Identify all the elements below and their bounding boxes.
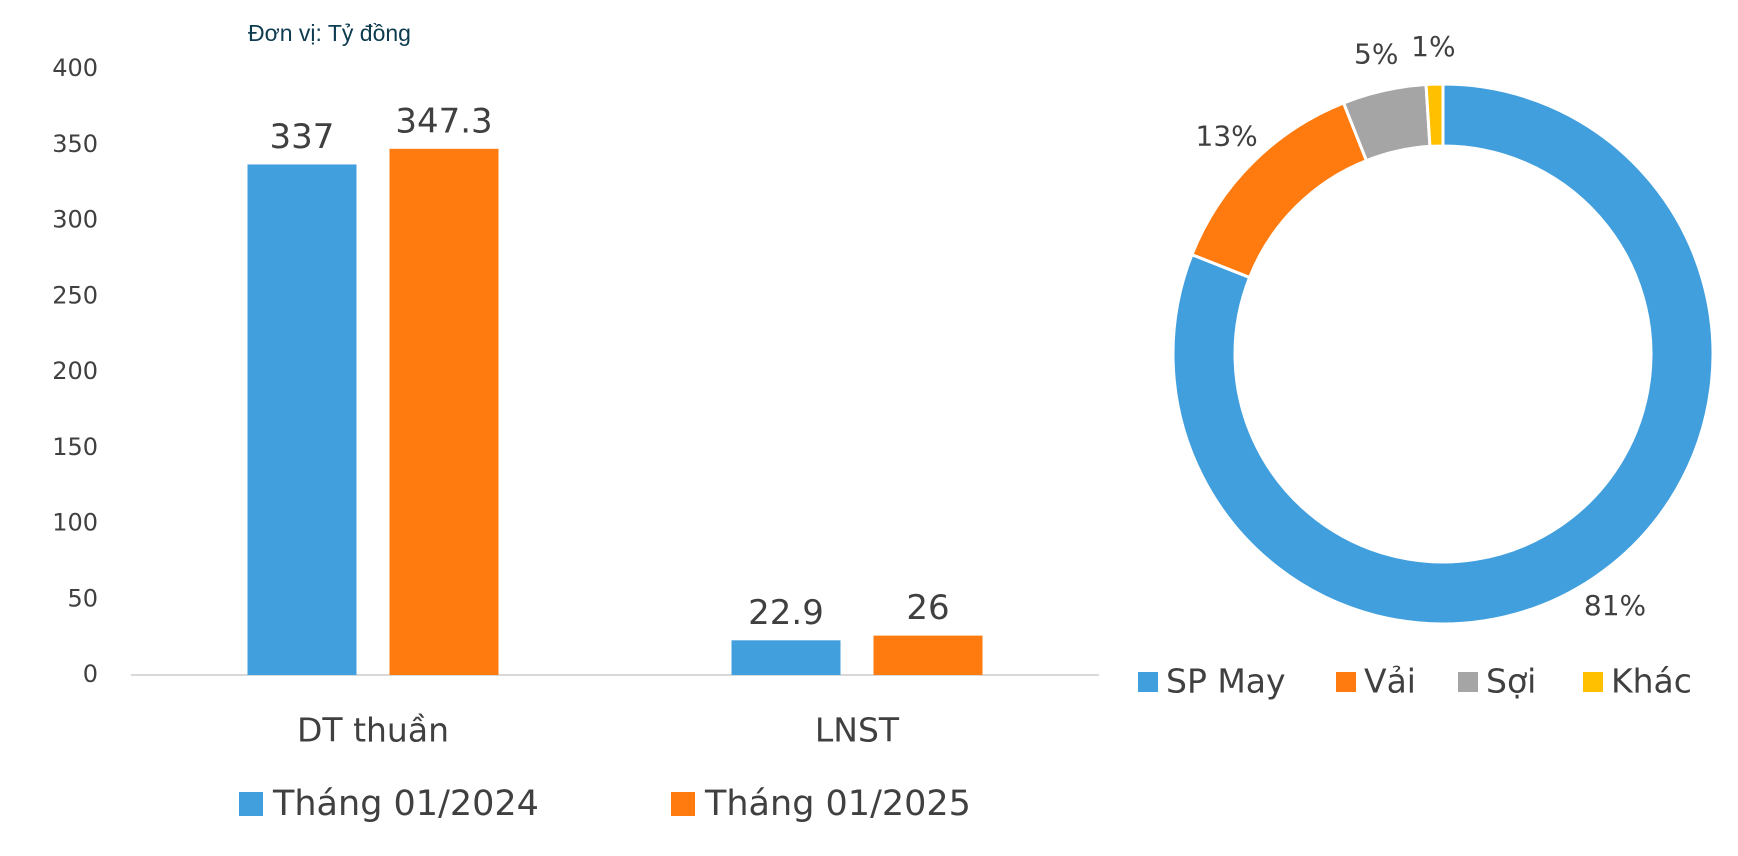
y-tick-label: 100: [52, 509, 98, 537]
y-tick-label: 200: [52, 357, 98, 385]
bar: [873, 635, 983, 675]
legend-label: Tháng 01/2025: [704, 784, 971, 824]
legend-swatch: [1138, 672, 1158, 692]
y-tick-label: 0: [83, 660, 98, 688]
data-label: 337: [270, 117, 335, 157]
donut-slice: [1424, 82, 1445, 149]
y-tick-label: 400: [52, 54, 98, 82]
data-label: 1%: [1411, 30, 1455, 63]
legend-label: SP May: [1166, 662, 1286, 701]
chart-subtitle: Đơn vị: Tỷ đồng: [248, 20, 411, 46]
legend-label: Sợi: [1486, 662, 1536, 701]
y-tick-label: 350: [52, 130, 98, 158]
data-label: 26: [906, 588, 949, 628]
legend-label: Tháng 01/2024: [272, 784, 539, 824]
legend-swatch: [1583, 672, 1603, 692]
data-label: 22.9: [748, 593, 824, 633]
data-label: 13%: [1196, 120, 1258, 153]
legend-swatch: [1336, 672, 1356, 692]
x-tick-label: LNST: [815, 711, 900, 750]
legend-swatch: [239, 792, 263, 816]
y-tick-label: 50: [67, 584, 98, 612]
data-label: 81%: [1584, 589, 1646, 622]
y-tick-label: 300: [52, 206, 98, 234]
legend-swatch: [1458, 672, 1478, 692]
bar: [389, 148, 499, 675]
legend-swatch: [671, 792, 695, 816]
bar: [247, 164, 357, 675]
y-tick-label: 150: [52, 433, 98, 461]
bar: [731, 640, 841, 675]
data-label: 5%: [1354, 37, 1398, 70]
y-tick-label: 250: [52, 281, 98, 309]
legend-label: Vải: [1364, 662, 1416, 701]
x-tick-label: DT thuần: [297, 711, 449, 750]
data-label: 347.3: [395, 101, 492, 141]
donut-slice: [1171, 82, 1715, 626]
legend-label: Khác: [1611, 662, 1692, 701]
